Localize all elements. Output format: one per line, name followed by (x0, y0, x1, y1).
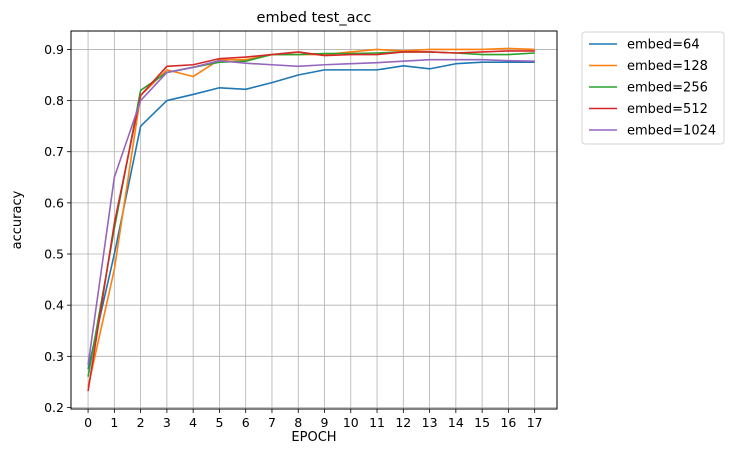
series-lines (87, 47, 535, 392)
x-tick-label: 10 (343, 415, 359, 430)
y-tick-label: 0.8 (44, 93, 64, 108)
y-tick-label: 0.6 (44, 195, 64, 210)
x-tick-label: 7 (268, 415, 276, 430)
x-tick-label: 12 (395, 415, 411, 430)
series-line-3 (87, 50, 535, 392)
x-tick-label: 13 (422, 415, 438, 430)
x-tick-label: 0 (84, 415, 92, 430)
y-tick-label: 0.7 (44, 144, 64, 159)
x-tick-label: 16 (500, 415, 516, 430)
x-tick-label: 8 (294, 415, 302, 430)
x-tick-label: 15 (474, 415, 490, 430)
x-tick-label: 5 (215, 415, 223, 430)
legend-label: embed=1024 (627, 124, 716, 139)
x-tick-label: 2 (137, 415, 145, 430)
legend-label: embed=512 (627, 102, 708, 117)
x-tick-label: 9 (321, 415, 329, 430)
x-tick-label: 4 (189, 415, 197, 430)
x-tick-label: 17 (527, 415, 543, 430)
legend-label: embed=256 (627, 81, 708, 96)
x-tick-label: 14 (448, 415, 464, 430)
legend-label: embed=64 (627, 38, 700, 53)
y-axis: 0.2 0.3 0.4 0.5 0.6 0.7 0.8 0.9 (44, 42, 71, 415)
x-axis-label: EPOCH (291, 430, 336, 445)
series-line-0 (87, 61, 535, 370)
legend-label: embed=128 (627, 59, 708, 74)
plot-frame (70, 30, 558, 410)
x-tick-label: 3 (163, 415, 171, 430)
y-tick-label: 0.9 (44, 42, 64, 57)
series-line-4 (87, 58, 535, 366)
chart-title: embed test_acc (257, 10, 372, 26)
grid-lines (71, 31, 557, 409)
x-axis: 0 1 2 3 4 5 6 7 8 9 10 11 12 13 14 15 16 17 (84, 409, 543, 430)
y-axis-label: accuracy (10, 190, 25, 249)
y-tick-label: 0.3 (44, 349, 64, 364)
y-tick-label: 0.5 (44, 247, 64, 262)
legend: embed=64 embed=128 embed=256 embed=512 embed… (581, 31, 725, 145)
x-tick-label: 1 (110, 415, 118, 430)
y-tick-label: 0.2 (44, 400, 64, 415)
x-tick-label: 11 (369, 415, 385, 430)
legend-box (581, 31, 725, 145)
y-tick-label: 0.4 (44, 298, 64, 313)
series-line-1 (87, 47, 535, 388)
x-tick-label: 6 (242, 415, 250, 430)
